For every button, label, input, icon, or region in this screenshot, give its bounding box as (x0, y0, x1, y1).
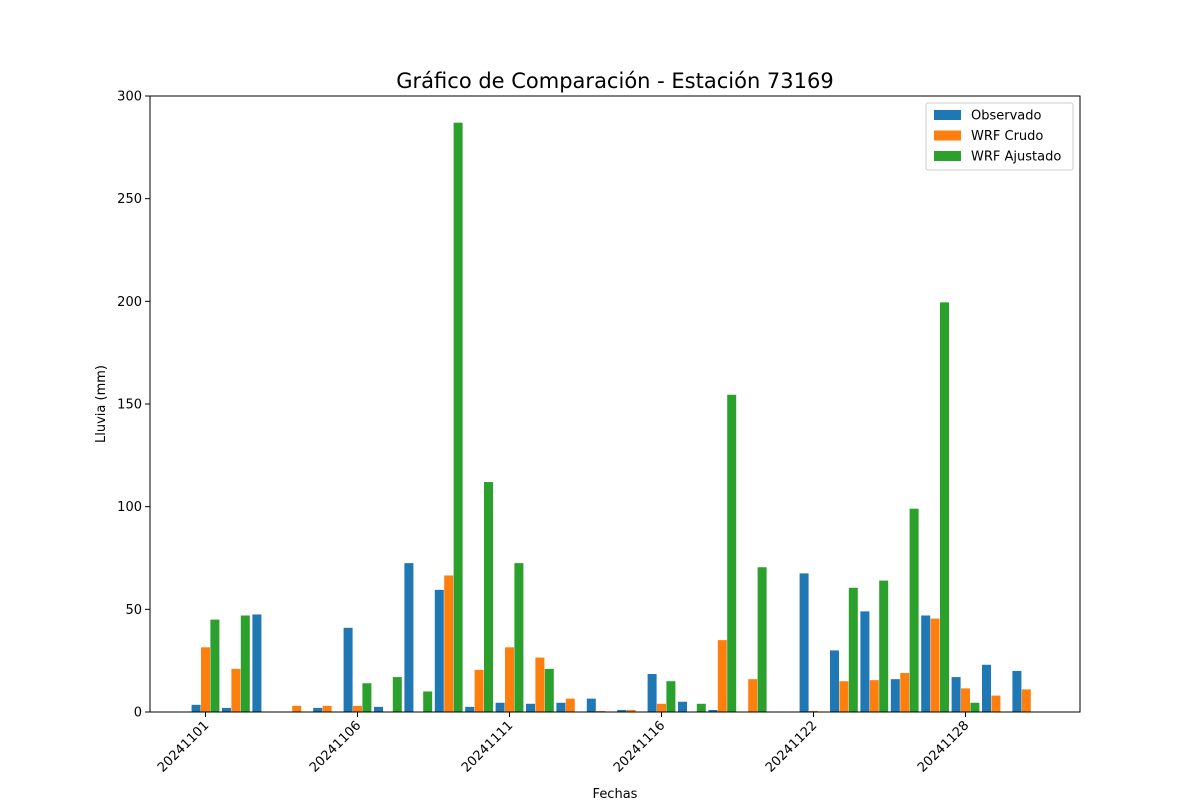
bar-observado-20241114 (586, 698, 596, 712)
bar-observado-20241106 (343, 627, 353, 712)
x-tick-label: 20241116 (611, 718, 668, 775)
y-axis: 0 50 100 150 200 250 300 (117, 90, 150, 721)
bar-wrf-crudo-20241104 (292, 705, 302, 712)
bar-wrf-ajustado-20241109 (453, 122, 463, 712)
bar-wrf-ajustado-20241116 (666, 681, 676, 712)
y-tick-label: 300 (117, 90, 142, 105)
y-tick-label: 50 (125, 603, 142, 618)
bar-wrf-crudo-20241124 (869, 680, 879, 712)
plot-area (191, 122, 1031, 712)
y-tick-label: 250 (117, 192, 142, 207)
bar-observado-20241122 (799, 573, 809, 712)
bar-wrf-crudo-20241126 (930, 618, 940, 712)
bar-observado-20241112 (526, 703, 535, 712)
bar-wrf-crudo-20241106 (353, 705, 362, 712)
y-tick-label: 200 (117, 295, 142, 310)
bar-wrf-crudo-20241105 (322, 705, 332, 712)
bar-observado-20241117 (678, 701, 687, 712)
bar-wrf-crudo-20241102 (231, 668, 241, 712)
bar-observado-20241129 (1012, 670, 1022, 712)
bar-observado-20241105 (313, 707, 323, 712)
legend-label: WRF Ajustado (971, 150, 1061, 165)
bar-wrf-crudo-20241110 (474, 669, 484, 712)
bar-observado-20241110 (465, 706, 475, 712)
bar-wrf-crudo-20241127 (961, 688, 970, 712)
bar-wrf-ajustado-20241112 (544, 668, 554, 712)
legend-label: Observado (971, 109, 1042, 124)
bar-wrf-ajustado-20241102 (240, 615, 250, 712)
x-tick-label: 20241128 (915, 718, 972, 775)
bar-observado-20241107 (374, 706, 383, 712)
bar-wrf-ajustado-20241108 (423, 691, 433, 712)
bar-wrf-crudo-20241114 (596, 710, 606, 712)
bar-observado-20241113 (556, 702, 566, 712)
bar-observado-20241124 (860, 611, 870, 712)
bar-wrf-crudo-20241101 (201, 647, 210, 712)
bar-observado-20241126 (921, 615, 931, 712)
bar-wrf-ajustado-20241119 (757, 567, 767, 712)
y-axis-label: Lluvia (mm) (94, 365, 109, 443)
x-tick-label: 20241111 (459, 718, 516, 775)
bar-wrf-ajustado-20241118 (727, 394, 737, 712)
legend-swatch (934, 130, 961, 141)
legend-label: WRF Crudo (971, 129, 1043, 144)
bar-wrf-crudo-20241122 (809, 710, 818, 712)
legend-swatch (934, 151, 961, 161)
bar-wrf-ajustado-20241126 (940, 302, 949, 712)
legend-box (925, 102, 1074, 171)
bar-observado-20241127 (951, 677, 961, 712)
bar-wrf-crudo-20241119 (748, 679, 758, 712)
bar-wrf-ajustado-20241107 (392, 677, 402, 712)
bar-wrf-ajustado-20241117 (696, 703, 706, 712)
bar-wrf-crudo-20241113 (565, 698, 575, 712)
bar-observado-20241118 (708, 709, 718, 712)
bar-wrf-crudo-20241112 (535, 657, 545, 712)
y-tick-label: 100 (117, 500, 142, 515)
bar-wrf-ajustado-20241123 (848, 587, 858, 712)
x-axis: 20241101 20241106 20241111 20241116 20241122… (155, 712, 972, 776)
bar-observado-20241109 (434, 589, 444, 712)
y-tick-label: 0 (134, 706, 142, 721)
bar-wrf-crudo-20241128 (991, 695, 1001, 712)
legend-swatch (934, 110, 961, 120)
bar-wrf-crudo-20241129 (1021, 689, 1031, 712)
x-tick-label: 20241106 (307, 718, 364, 775)
bar-observado-20241115 (617, 709, 627, 712)
bar-observado-20241111 (495, 702, 505, 712)
bar-wrf-crudo-20241123 (839, 681, 849, 712)
bar-observado-20241128 (982, 664, 991, 712)
bar-wrf-crudo-20241109 (444, 575, 454, 712)
bar-observado-20241101 (191, 704, 201, 712)
bar-observado-20241123 (830, 650, 839, 712)
bar-observado-20241102 (222, 707, 231, 712)
legend: Observado WRF Crudo WRF Ajustado (925, 102, 1074, 171)
bar-observado-20241103 (252, 614, 262, 712)
bar-wrf-crudo-20241116 (657, 703, 666, 712)
bar-wrf-ajustado-20241101 (210, 619, 220, 712)
bar-wrf-ajustado-20241106 (362, 683, 372, 712)
y-tick-label: 150 (117, 398, 142, 413)
bar-wrf-crudo-20241111 (505, 647, 514, 712)
x-tick-label: 20241122 (763, 718, 820, 775)
bar-observado-20241116 (647, 674, 657, 712)
bar-wrf-crudo-20241115 (626, 709, 636, 712)
chart-title: Gráfico de Comparación - Estación 73169 (396, 69, 833, 93)
bar-wrf-ajustado-20241125 (909, 508, 919, 712)
bar-wrf-crudo-20241118 (717, 640, 727, 712)
bar-observado-20241108 (404, 563, 414, 712)
x-axis-label: Fechas (593, 787, 638, 800)
bar-wrf-ajustado-20241124 (879, 580, 889, 712)
bar-wrf-ajustado-20241111 (514, 563, 524, 712)
bar-wrf-crudo-20241125 (900, 672, 910, 712)
bar-observado-20241125 (890, 679, 900, 712)
bar-wrf-ajustado-20241110 (484, 482, 493, 712)
x-tick-label: 20241101 (155, 718, 212, 775)
bar-wrf-ajustado-20241127 (970, 702, 980, 712)
